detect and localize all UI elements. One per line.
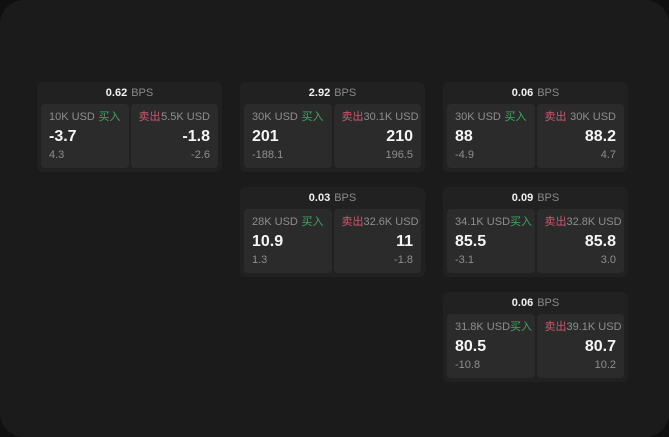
sell-amount: 32.6K USD [363, 216, 419, 228]
sell-panel[interactable]: 卖出 32.8K USD 85.8 3.0 [536, 209, 624, 273]
buy-price: 80.5 [455, 337, 487, 355]
sell-panel[interactable]: 卖出 30.1K USD 210 196.5 [333, 104, 421, 168]
buy-delta: 4.3 [49, 149, 65, 161]
quote-card: 0.06 BPS 31.8K USD 买入 80.5 -10.8 卖出 39.1… [443, 292, 628, 382]
sell-delta: -2.6 [191, 149, 210, 161]
quote-panels: 10K USD 买入 -3.7 4.3 卖出 5.5K USD -1.8 -2.… [37, 104, 222, 172]
bps-unit-label: BPS [537, 87, 560, 99]
quote-panels: 30K USD 买入 88 -4.9 卖出 30K USD 88.2 4.7 [443, 104, 628, 172]
sell-panel[interactable]: 卖出 39.1K USD 80.7 10.2 [536, 314, 624, 378]
sell-delta: 10.2 [594, 359, 616, 371]
bps-unit-label: BPS [537, 297, 560, 309]
sell-amount: 30K USD [570, 111, 616, 123]
quote-card: 0.09 BPS 34.1K USD 买入 85.5 -3.1 卖出 32.8K… [443, 187, 628, 277]
bps-value: 0.09 [511, 192, 534, 204]
buy-amount: 30K USD [455, 111, 501, 123]
quote-panels: 28K USD 买入 10.9 1.3 卖出 32.6K USD 11 -1.8 [240, 209, 425, 277]
buy-side-label: 买入 [504, 111, 527, 123]
bps-value: 0.06 [511, 87, 534, 99]
sell-side-label: 卖出 [341, 111, 364, 123]
sell-amount: 39.1K USD [566, 321, 622, 333]
buy-panel[interactable]: 10K USD 买入 -3.7 4.3 [41, 104, 129, 168]
sell-side-label: 卖出 [544, 216, 567, 228]
buy-side-label: 买入 [301, 111, 324, 123]
sell-panel[interactable]: 卖出 32.6K USD 11 -1.8 [333, 209, 421, 273]
quote-cards-grid: 0.62 BPS 10K USD 买入 -3.7 4.3 卖出 5.5K USD [37, 82, 628, 382]
sell-panel[interactable]: 卖出 30K USD 88.2 4.7 [536, 104, 624, 168]
card-header: 2.92 BPS [240, 82, 425, 104]
bps-value: 0.62 [105, 87, 128, 99]
card-header: 0.06 BPS [443, 82, 628, 104]
buy-price: 10.9 [252, 232, 284, 250]
quote-panels: 31.8K USD 买入 80.5 -10.8 卖出 39.1K USD 80.… [443, 314, 628, 382]
buy-side-label: 买入 [510, 216, 533, 228]
quote-panels: 30K USD 买入 201 -188.1 卖出 30.1K USD 210 1… [240, 104, 425, 172]
sell-panel[interactable]: 卖出 5.5K USD -1.8 -2.6 [130, 104, 218, 168]
card-header: 0.03 BPS [240, 187, 425, 209]
quote-card: 0.03 BPS 28K USD 买入 10.9 1.3 卖出 32.6K US… [240, 187, 425, 277]
buy-side-label: 买入 [510, 321, 533, 333]
bps-value: 0.06 [511, 297, 534, 309]
bps-unit-label: BPS [131, 87, 154, 99]
bps-unit-label: BPS [334, 192, 357, 204]
buy-panel[interactable]: 31.8K USD 买入 80.5 -10.8 [447, 314, 535, 378]
buy-amount: 10K USD [49, 111, 95, 123]
buy-delta: -10.8 [455, 359, 481, 371]
buy-delta: 1.3 [252, 254, 268, 266]
buy-amount: 30K USD [252, 111, 298, 123]
quote-card: 0.06 BPS 30K USD 买入 88 -4.9 卖出 30K USD [443, 82, 628, 172]
sell-side-label: 卖出 [544, 321, 567, 333]
sell-delta: -1.8 [394, 254, 413, 266]
buy-price: 201 [252, 127, 279, 145]
card-header: 0.62 BPS [37, 82, 222, 104]
buy-price: 88 [455, 127, 473, 145]
buy-amount: 28K USD [252, 216, 298, 228]
sell-side-label: 卖出 [341, 216, 364, 228]
sell-delta: 3.0 [600, 254, 616, 266]
buy-panel[interactable]: 30K USD 买入 88 -4.9 [447, 104, 535, 168]
buy-amount: 31.8K USD [455, 321, 511, 333]
sell-price: 88.2 [584, 127, 616, 145]
sell-price: -1.8 [182, 127, 210, 145]
sell-delta: 4.7 [600, 149, 616, 161]
buy-panel[interactable]: 34.1K USD 买入 85.5 -3.1 [447, 209, 535, 273]
buy-price: 85.5 [455, 232, 487, 250]
sell-price: 85.8 [584, 232, 616, 250]
sell-side-label: 卖出 [544, 111, 567, 123]
bps-value: 2.92 [308, 87, 331, 99]
buy-delta: -4.9 [455, 149, 474, 161]
buy-panel[interactable]: 30K USD 买入 201 -188.1 [244, 104, 332, 168]
sell-price: 80.7 [584, 337, 616, 355]
buy-delta: -3.1 [455, 254, 474, 266]
sell-amount: 30.1K USD [363, 111, 419, 123]
quote-card: 0.62 BPS 10K USD 买入 -3.7 4.3 卖出 5.5K USD [37, 82, 222, 172]
sell-amount: 5.5K USD [161, 111, 210, 123]
sell-side-label: 卖出 [138, 111, 161, 123]
quote-card: 2.92 BPS 30K USD 买入 201 -188.1 卖出 30.1K … [240, 82, 425, 172]
buy-panel[interactable]: 28K USD 买入 10.9 1.3 [244, 209, 332, 273]
sell-delta: 196.5 [385, 149, 413, 161]
sell-amount: 32.8K USD [566, 216, 622, 228]
bps-unit-label: BPS [537, 192, 560, 204]
card-header: 0.06 BPS [443, 292, 628, 314]
buy-delta: -188.1 [252, 149, 284, 161]
buy-amount: 34.1K USD [455, 216, 511, 228]
card-header: 0.09 BPS [443, 187, 628, 209]
buy-side-label: 买入 [301, 216, 324, 228]
quote-panels: 34.1K USD 买入 85.5 -3.1 卖出 32.8K USD 85.8… [443, 209, 628, 277]
buy-price: -3.7 [49, 127, 77, 145]
sell-price: 11 [396, 232, 413, 250]
bps-unit-label: BPS [334, 87, 357, 99]
bps-value: 0.03 [308, 192, 331, 204]
sell-price: 210 [386, 127, 413, 145]
buy-side-label: 买入 [98, 111, 121, 123]
